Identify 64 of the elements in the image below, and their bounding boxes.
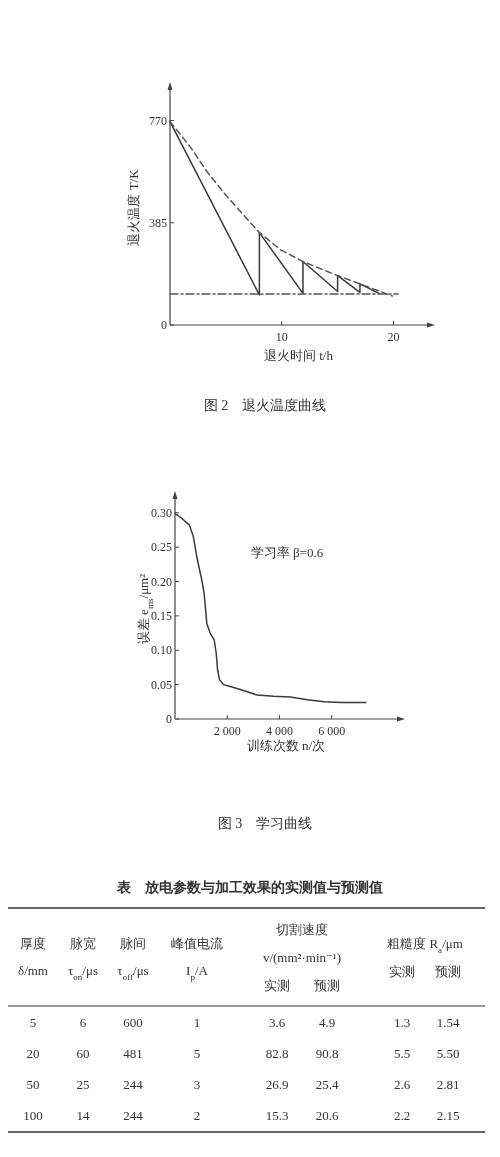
x-axis-title: 退火时间 t/h xyxy=(264,348,334,363)
x-axis-title: 训练次数 n/次 xyxy=(246,738,326,753)
text: 4.9 xyxy=(318,1015,336,1030)
text: 5 xyxy=(29,1015,37,1030)
text: 6 xyxy=(79,1015,87,1030)
category-label: 脉宽 τ$_{on}$/μs xyxy=(68,936,98,982)
text: 82.8 xyxy=(265,1046,289,1061)
text: 26.9 xyxy=(265,1077,289,1092)
category-label: 实测 xyxy=(264,978,290,993)
y-tick-label: 0 xyxy=(166,712,172,726)
y-tick-label: 0.15 xyxy=(151,608,172,623)
text: 600 xyxy=(123,1015,143,1030)
category-label: 峰值电流 I$_{p}$/A xyxy=(171,936,223,982)
text: 50 xyxy=(26,1077,40,1092)
category-label: 厚度 δ/mm xyxy=(18,936,48,978)
text: 20 xyxy=(26,1046,40,1061)
text: 60 xyxy=(76,1046,90,1061)
y-tick-label: 0.30 xyxy=(151,505,172,520)
x-tick-label: 2 000 xyxy=(213,724,241,738)
text: 2 xyxy=(193,1108,201,1123)
text: 3.6 xyxy=(268,1015,286,1030)
y-tick-label: 0.25 xyxy=(151,540,172,555)
text: 5.50 xyxy=(436,1046,460,1061)
y-tick-label: 0.20 xyxy=(151,574,172,589)
text: 100 xyxy=(23,1108,43,1123)
text: v/(mm²·min⁻¹) xyxy=(262,950,342,965)
category-label: 预测 xyxy=(435,964,461,979)
annotation: 学习率 β=0.6 xyxy=(250,545,324,561)
text: 2.2 xyxy=(393,1108,411,1123)
text: 1.54 xyxy=(436,1015,460,1030)
text: 2.6 xyxy=(393,1077,411,1092)
text: 图 2 退火温度曲线 xyxy=(203,398,327,413)
text: 3 xyxy=(193,1077,201,1092)
text: 1 xyxy=(193,1015,201,1030)
text: 2.15 xyxy=(436,1108,460,1123)
text: 25.4 xyxy=(315,1077,339,1092)
text: 244 xyxy=(123,1077,143,1092)
y-axis-title: 退火温度 T/K xyxy=(126,168,141,246)
text: 5 xyxy=(193,1046,201,1061)
text: 481 xyxy=(123,1046,143,1061)
text: 图 3 学习曲线 xyxy=(217,816,313,831)
y-tick-label: 0 xyxy=(161,318,167,332)
text: 15.3 xyxy=(265,1108,289,1123)
y-tick-label: 0.10 xyxy=(151,643,172,658)
text: 表 放电参数与加工效果的实测值与预测值 xyxy=(116,879,383,895)
text: 2.81 xyxy=(436,1077,460,1092)
text: 244 xyxy=(123,1108,143,1123)
text: 粗糙度 R$_{a}$/μm xyxy=(387,936,463,955)
category-label: 脉间 τ$_{off}$/μs xyxy=(117,936,149,982)
x-tick-label: 10 xyxy=(275,330,288,344)
y-tick-label: 770 xyxy=(149,113,167,128)
y-tick-label: 0.05 xyxy=(151,677,172,692)
text: 20.6 xyxy=(315,1108,339,1123)
x-tick-label: 6 000 xyxy=(318,724,346,738)
text: 25 xyxy=(76,1077,90,1092)
text: 1.3 xyxy=(393,1015,411,1030)
text: 切割速度 xyxy=(276,922,328,937)
category-label: 预测 xyxy=(314,978,340,993)
text: 90.8 xyxy=(315,1046,339,1061)
x-tick-label: 4 000 xyxy=(265,724,293,738)
y-tick-label: 385 xyxy=(149,215,167,230)
category-label: 实测 xyxy=(389,964,415,979)
text: 14 xyxy=(76,1108,90,1123)
text: 5.5 xyxy=(393,1046,411,1061)
